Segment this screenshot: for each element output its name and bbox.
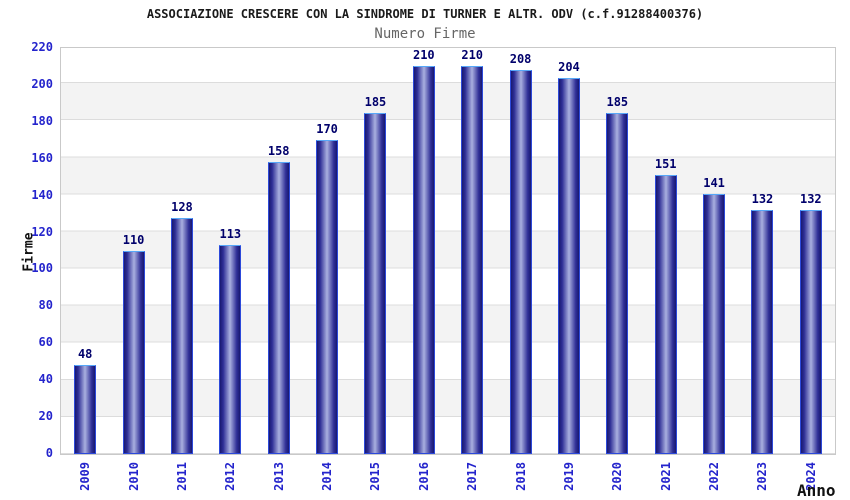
bar-value-label-2020: 185 bbox=[606, 94, 629, 109]
y-tick-label-60: 60 bbox=[38, 335, 53, 350]
x-tick-label-2019: 2019 bbox=[561, 462, 576, 491]
y-tick-label-180: 180 bbox=[31, 113, 53, 128]
bar-column-2024: 132 2024 bbox=[787, 48, 835, 491]
y-tick-label-160: 160 bbox=[31, 150, 53, 165]
y-tick-label-120: 120 bbox=[31, 224, 53, 239]
x-axis-title: Anno bbox=[797, 481, 836, 500]
bar-column-2023: 132 2023 bbox=[738, 48, 786, 491]
bar-column-2009: 48 2009 bbox=[61, 48, 109, 491]
bar-value-label-2021: 151 bbox=[654, 157, 677, 172]
bar-column-2019: 204 2019 bbox=[545, 48, 593, 491]
bar-value-label-2012: 113 bbox=[219, 227, 242, 242]
y-tick-label-20: 20 bbox=[38, 409, 53, 424]
y-tick-label-200: 200 bbox=[31, 76, 53, 91]
x-tick-label-2016: 2016 bbox=[416, 462, 431, 491]
bar-2016 bbox=[412, 66, 435, 454]
bar-value-label-2014: 170 bbox=[316, 122, 338, 137]
x-tick-label-2023: 2023 bbox=[755, 462, 770, 491]
bar-2023 bbox=[751, 210, 774, 454]
y-tick-label-0: 0 bbox=[45, 446, 53, 460]
bar-2022 bbox=[703, 193, 726, 454]
y-tick-label-40: 40 bbox=[38, 372, 53, 387]
bar-2021 bbox=[654, 175, 677, 454]
bar-value-label-2024: 132 bbox=[799, 192, 822, 207]
bar-column-2015: 185 2015 bbox=[351, 48, 399, 491]
bar-value-label-2023: 132 bbox=[751, 192, 774, 207]
x-tick-label-2022: 2022 bbox=[707, 462, 722, 491]
bar-2012 bbox=[219, 245, 242, 454]
bar-value-label-2009: 48 bbox=[77, 347, 93, 362]
bar-value-label-2011: 128 bbox=[171, 199, 193, 214]
x-tick-label-2010: 2010 bbox=[126, 462, 141, 491]
y-tick-label-220: 220 bbox=[31, 40, 53, 54]
bar-column-2014: 170 2014 bbox=[303, 48, 351, 491]
x-tick-label-2018: 2018 bbox=[513, 462, 528, 491]
bar-value-label-2010: 110 bbox=[122, 233, 145, 247]
bars-layer: 48 2009 110 2010 128 2011 113 2012 158 2013 170 201… bbox=[61, 48, 835, 491]
x-tick-label-2012: 2012 bbox=[223, 462, 238, 491]
x-tick-label-2013: 2013 bbox=[271, 462, 286, 491]
bar-column-2020: 185 2020 bbox=[593, 48, 641, 491]
bar-column-2022: 141 2022 bbox=[690, 48, 738, 491]
bar-value-label-2013: 158 bbox=[267, 144, 290, 159]
bar-value-label-2017: 210 bbox=[461, 48, 484, 63]
bar-column-2010: 110 2010 bbox=[109, 48, 157, 491]
bar-2020 bbox=[606, 112, 629, 454]
bar-column-2016: 210 2016 bbox=[400, 48, 448, 491]
bar-2009 bbox=[74, 365, 97, 454]
bar-column-2017: 210 2017 bbox=[448, 48, 496, 491]
chart-title: ASSOCIAZIONE CRESCERE CON LA SINDROME DI… bbox=[146, 7, 704, 21]
x-tick-label-2017: 2017 bbox=[465, 462, 480, 491]
y-tick-label-140: 140 bbox=[31, 187, 53, 202]
bar-2010 bbox=[122, 251, 145, 454]
bar-column-2013: 158 2013 bbox=[255, 48, 303, 491]
bar-column-2018: 208 2018 bbox=[496, 48, 544, 491]
y-tick-label-80: 80 bbox=[38, 298, 53, 313]
bar-value-label-2018: 208 bbox=[509, 52, 532, 67]
bar-2017 bbox=[461, 66, 484, 454]
bar-value-label-2019: 204 bbox=[558, 59, 580, 74]
x-tick-label-2020: 2020 bbox=[610, 462, 625, 491]
bar-2024 bbox=[799, 210, 822, 454]
bar-value-label-2015: 185 bbox=[364, 94, 387, 109]
bar-2015 bbox=[364, 112, 387, 454]
bar-2013 bbox=[267, 162, 290, 454]
bar-2018 bbox=[509, 70, 532, 454]
x-tick-label-2009: 2009 bbox=[78, 462, 93, 491]
bar-column-2012: 113 2012 bbox=[206, 48, 254, 491]
x-tick-label-2015: 2015 bbox=[368, 462, 383, 491]
chart-subtitle: Numero Firme bbox=[374, 26, 476, 42]
y-tick-label-100: 100 bbox=[31, 261, 53, 276]
x-tick-label-2021: 2021 bbox=[658, 462, 673, 491]
x-tick-label-2014: 2014 bbox=[320, 462, 335, 491]
bar-value-label-2022: 141 bbox=[703, 175, 725, 190]
bar-2011 bbox=[170, 217, 193, 454]
bar-2014 bbox=[316, 140, 339, 454]
bar-column-2021: 151 2021 bbox=[642, 48, 690, 491]
bar-column-2011: 128 2011 bbox=[158, 48, 206, 491]
bar-value-label-2016: 210 bbox=[412, 48, 435, 63]
x-tick-label-2011: 2011 bbox=[174, 462, 189, 491]
bar-2019 bbox=[557, 77, 580, 454]
